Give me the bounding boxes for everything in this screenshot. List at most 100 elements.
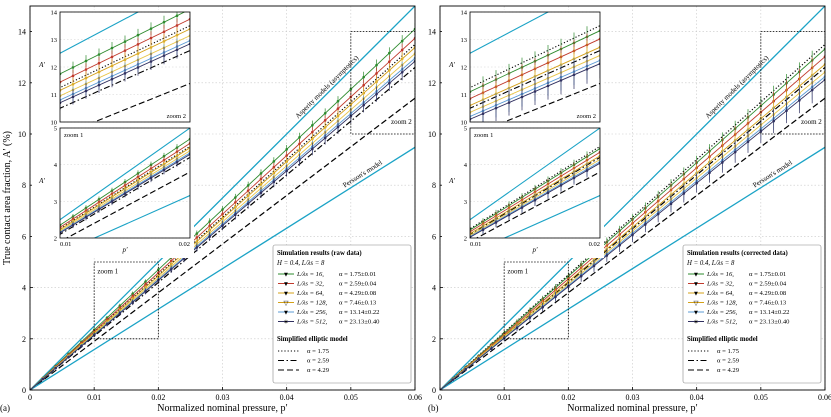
data-point xyxy=(246,189,250,192)
legend-marker: ▼ xyxy=(693,272,699,279)
data-point xyxy=(362,75,365,79)
inset-data-point xyxy=(136,66,140,69)
x-tick-label: 0.01 xyxy=(87,393,101,402)
data-point xyxy=(221,212,224,216)
inset-data-point xyxy=(559,79,563,82)
zoom-box xyxy=(93,261,159,340)
inset-model-line xyxy=(65,171,190,238)
inset-data-point xyxy=(494,221,498,224)
persson-label: Persson's model xyxy=(751,159,793,190)
data-point xyxy=(54,366,57,370)
inset-data-point xyxy=(162,54,166,57)
inset-data-point xyxy=(123,180,127,184)
legend-entry-label: L/λs = 32, xyxy=(706,281,734,288)
inset-data-point xyxy=(97,53,101,56)
inset-label: zoom 1 xyxy=(64,132,83,139)
data-point xyxy=(208,224,211,228)
inset-data-point xyxy=(84,59,88,63)
zoom1-label: zoom 1 xyxy=(507,268,528,276)
x-tick-label: 0.06 xyxy=(818,393,831,402)
x-tick-label: 0 xyxy=(28,393,32,402)
inset-data-point xyxy=(123,40,127,43)
inset-data-point xyxy=(494,106,498,110)
y-tick-label: 8 xyxy=(432,181,436,190)
data-point xyxy=(400,70,404,74)
x-tick-label: 0.05 xyxy=(344,393,358,402)
data-point xyxy=(298,142,301,146)
data-point xyxy=(618,243,621,247)
data-point xyxy=(195,246,199,249)
data-point xyxy=(157,268,160,271)
inset-label: zoom 2 xyxy=(167,113,186,120)
legend-marker: ▼ xyxy=(283,281,289,288)
inset-frame xyxy=(469,11,601,123)
inset-model-line xyxy=(470,128,600,221)
data-point xyxy=(567,285,570,288)
data-point xyxy=(554,295,557,299)
y-tick-label: 0 xyxy=(432,386,436,395)
inset-y-tick-label: 12 xyxy=(51,65,58,72)
inset-data-point xyxy=(136,184,140,188)
persson-label: Persson's model xyxy=(341,159,383,190)
x-tick-label: 0.05 xyxy=(754,393,768,402)
data-point xyxy=(605,254,609,257)
inset-data-point xyxy=(123,192,127,195)
inset-data-point xyxy=(533,90,537,93)
inset-y-tick-label: 10 xyxy=(461,120,468,127)
inset-x-tick-label: 0.01 xyxy=(60,241,71,248)
legend-marker: ▽ xyxy=(694,300,699,307)
data-point xyxy=(234,201,237,204)
y-tick-label: 12 xyxy=(18,79,26,88)
data-point xyxy=(451,378,455,381)
inset-data-point xyxy=(71,66,75,69)
data-point xyxy=(336,125,340,129)
data-point xyxy=(169,268,173,271)
inset-x-tick-label: 0.02 xyxy=(589,241,600,248)
inset-data-point xyxy=(546,191,550,195)
data-point xyxy=(785,109,788,113)
legend-entry-alpha: α = 23.13±0.40 xyxy=(339,319,380,326)
data-point xyxy=(285,148,288,151)
legend-entry-alpha: α = 23.13±0.40 xyxy=(749,319,790,326)
data-point xyxy=(400,39,404,43)
y-tick-label: 2 xyxy=(432,335,436,344)
data-point xyxy=(733,150,737,154)
data-point xyxy=(362,103,365,107)
data-point xyxy=(759,130,763,133)
model-line xyxy=(30,66,415,390)
data-point xyxy=(195,236,199,239)
inset-data-point xyxy=(585,169,589,172)
data-point xyxy=(208,220,211,223)
data-point xyxy=(157,271,160,275)
inset-plot xyxy=(470,12,600,122)
inset-data-point xyxy=(175,48,179,52)
legend-model-label: α = 1.75 xyxy=(717,348,740,355)
x-tick-label: 0.01 xyxy=(497,393,511,402)
model-line xyxy=(30,146,415,390)
inset-data-point xyxy=(175,24,179,27)
legend-model-header: Simplified elliptic model xyxy=(687,336,758,343)
legend-entry-label: L/λs = 256, xyxy=(296,309,328,316)
data-point xyxy=(810,88,814,92)
legend-entry-alpha: α = 1.75±0.01 xyxy=(339,271,376,278)
inset-data-point xyxy=(136,33,140,37)
data-point xyxy=(721,161,724,164)
legend-marker: ▼ xyxy=(283,291,289,298)
legend-entry-label: L/λs = 32, xyxy=(296,281,324,288)
inset-model-line xyxy=(503,194,600,238)
inset-data-point xyxy=(84,89,88,93)
inset-background xyxy=(442,10,604,142)
legend-marker: ▼ xyxy=(693,291,699,298)
data-point xyxy=(259,177,263,181)
inset-model-line xyxy=(475,171,600,238)
inset-data-point xyxy=(136,172,140,175)
data-point xyxy=(388,81,391,85)
data-point xyxy=(80,344,83,348)
data-point xyxy=(259,191,263,195)
inset-data-point xyxy=(162,30,166,34)
legend-entry-alpha: α = 1.75±0.01 xyxy=(749,271,786,278)
inset-background xyxy=(442,126,604,258)
inset-zoom2: 10111213140.050.06p′A′zoom 2 xyxy=(32,10,194,142)
data-point xyxy=(579,274,583,278)
